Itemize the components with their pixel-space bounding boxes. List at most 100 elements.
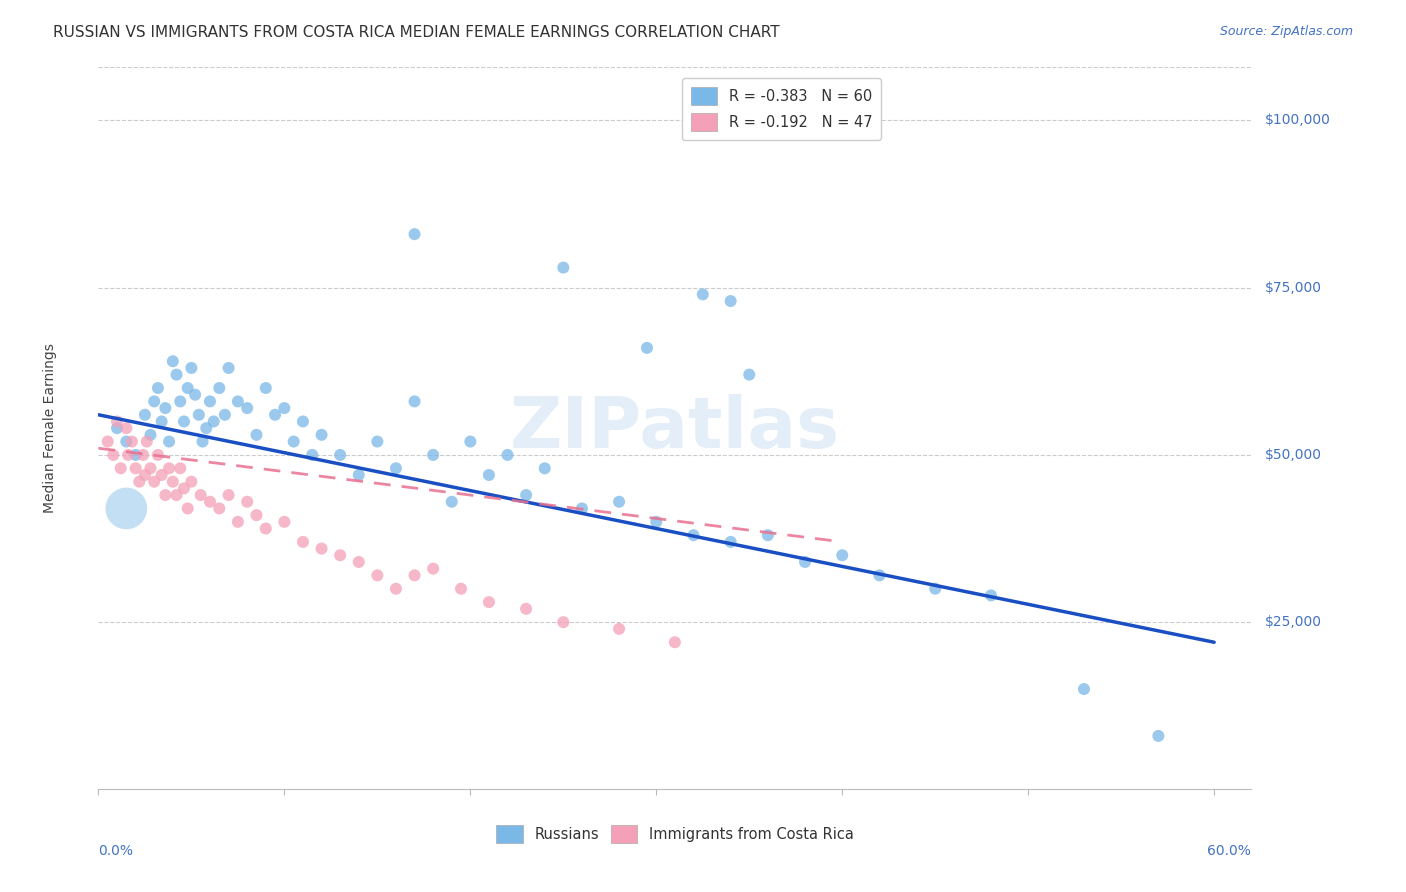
Point <box>135 434 157 449</box>
Point <box>720 534 742 549</box>
Point <box>236 494 259 508</box>
Point <box>794 555 817 569</box>
Point <box>385 461 408 475</box>
Point <box>162 354 184 368</box>
Point <box>150 467 173 482</box>
Point <box>404 394 426 409</box>
Point <box>187 408 209 422</box>
Text: Median Female Earnings: Median Female Earnings <box>44 343 58 513</box>
Point <box>134 408 156 422</box>
Point <box>692 287 714 301</box>
Point <box>105 414 128 429</box>
Point <box>347 467 370 482</box>
Point <box>347 555 370 569</box>
Point <box>450 582 472 596</box>
Point <box>553 615 575 630</box>
Point <box>664 635 686 649</box>
Point <box>143 394 166 409</box>
Point <box>738 368 761 382</box>
Point <box>128 475 150 489</box>
Point <box>301 448 323 462</box>
Point <box>191 434 214 449</box>
Point <box>283 434 305 449</box>
Point <box>607 494 630 508</box>
Point <box>173 414 195 429</box>
Point <box>143 475 166 489</box>
Point <box>117 448 139 462</box>
Point <box>236 401 259 416</box>
Point <box>198 394 221 409</box>
Point <box>264 408 287 422</box>
Point <box>311 541 333 556</box>
Point <box>124 448 146 462</box>
Point <box>404 227 426 241</box>
Point <box>166 488 188 502</box>
Point <box>190 488 212 502</box>
Point <box>115 434 138 449</box>
Point <box>478 595 501 609</box>
Point <box>180 361 202 376</box>
Point <box>162 475 184 489</box>
Point <box>105 421 128 435</box>
Point <box>515 488 537 502</box>
Point <box>1073 681 1095 696</box>
Point <box>218 488 240 502</box>
Point <box>139 428 162 442</box>
Point <box>245 508 267 523</box>
Text: $50,000: $50,000 <box>1265 448 1322 462</box>
Point <box>103 448 125 462</box>
Text: RUSSIAN VS IMMIGRANTS FROM COSTA RICA MEDIAN FEMALE EARNINGS CORRELATION CHART: RUSSIAN VS IMMIGRANTS FROM COSTA RICA ME… <box>53 25 780 40</box>
Point <box>226 515 249 529</box>
Point <box>121 434 143 449</box>
Point <box>245 428 267 442</box>
Point <box>139 461 162 475</box>
Point <box>157 461 180 475</box>
Point <box>329 548 352 563</box>
Legend: Russians, Immigrants from Costa Rica: Russians, Immigrants from Costa Rica <box>489 817 860 851</box>
Point <box>124 461 146 475</box>
Point <box>496 448 519 462</box>
Point <box>1147 729 1170 743</box>
Point <box>311 428 333 442</box>
Text: $100,000: $100,000 <box>1265 113 1331 128</box>
Point <box>831 548 853 563</box>
Point <box>273 401 295 416</box>
Text: 60.0%: 60.0% <box>1208 844 1251 857</box>
Point <box>756 528 779 542</box>
Point <box>645 515 668 529</box>
Point <box>291 534 314 549</box>
Text: $25,000: $25,000 <box>1265 615 1322 629</box>
Point <box>115 501 138 516</box>
Point <box>254 521 277 535</box>
Point <box>273 515 295 529</box>
Point <box>198 494 221 508</box>
Point <box>636 341 658 355</box>
Point <box>214 408 236 422</box>
Point <box>146 448 169 462</box>
Point <box>157 434 180 449</box>
Point <box>155 401 177 416</box>
Point <box>155 488 177 502</box>
Point <box>176 501 198 516</box>
Point <box>184 387 207 401</box>
Point <box>134 467 156 482</box>
Text: 0.0%: 0.0% <box>98 844 134 857</box>
Point <box>404 568 426 582</box>
Point <box>682 528 704 542</box>
Point <box>208 501 231 516</box>
Point <box>868 568 890 582</box>
Point <box>366 568 388 582</box>
Point <box>460 434 482 449</box>
Point <box>291 414 314 429</box>
Point <box>150 414 173 429</box>
Point <box>533 461 555 475</box>
Point <box>571 501 593 516</box>
Point <box>515 602 537 616</box>
Text: Source: ZipAtlas.com: Source: ZipAtlas.com <box>1219 25 1353 38</box>
Text: $75,000: $75,000 <box>1265 281 1322 294</box>
Point <box>924 582 946 596</box>
Point <box>329 448 352 462</box>
Point <box>202 414 225 429</box>
Point <box>169 394 191 409</box>
Point <box>180 475 202 489</box>
